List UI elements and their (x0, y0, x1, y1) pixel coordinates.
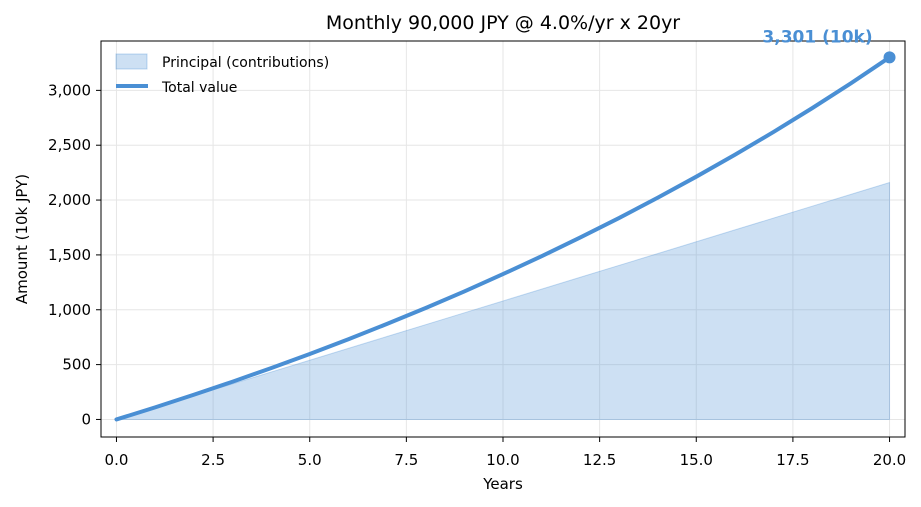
end-value-label: 3,301 (10k) (762, 27, 872, 47)
end-point-marker (883, 51, 896, 64)
x-tick-label: 20.0 (873, 451, 906, 469)
x-tick-label: 2.5 (201, 451, 225, 469)
legend-label-principal: Principal (contributions) (162, 55, 329, 71)
x-tick-label: 5.0 (298, 451, 322, 469)
legend-swatch-principal (115, 53, 148, 70)
x-tick-label: 0.0 (105, 451, 129, 469)
y-tick-label: 2,500 (48, 136, 91, 154)
principal-area (116, 181, 891, 420)
total-value-line (114, 55, 892, 422)
grid (101, 41, 905, 437)
x-tick-label: 15.0 (680, 451, 713, 469)
x-tick-label: 7.5 (394, 451, 418, 469)
x-tick-label: 17.5 (776, 451, 809, 469)
y-tick-label: 3,000 (48, 81, 91, 99)
line-layer (114, 51, 896, 422)
area-layer (116, 181, 891, 420)
y-axis-title: Amount (10k JPY) (13, 174, 31, 304)
ticks: 0.0 2.5 5.0 7.5 10.0 12.5 15.0 17.5 20.0 0 500 1,00… (48, 81, 906, 469)
y-tick-label: 2,000 (48, 191, 91, 209)
x-tick-label: 10.0 (486, 451, 519, 469)
chart-title: Monthly 90,000 JPY @ 4.0%/yr x 20yr (326, 12, 680, 34)
y-tick-label: 1,000 (48, 301, 91, 319)
x-axis-title: Years (482, 475, 523, 493)
y-tick-label: 0 (81, 410, 91, 428)
y-tick-label: 500 (62, 356, 91, 374)
y-tick-label: 1,500 (48, 246, 91, 264)
legend: Principal (contributions) Total value (115, 53, 329, 96)
x-tick-label: 12.5 (583, 451, 616, 469)
legend-label-total: Total value (161, 80, 237, 96)
